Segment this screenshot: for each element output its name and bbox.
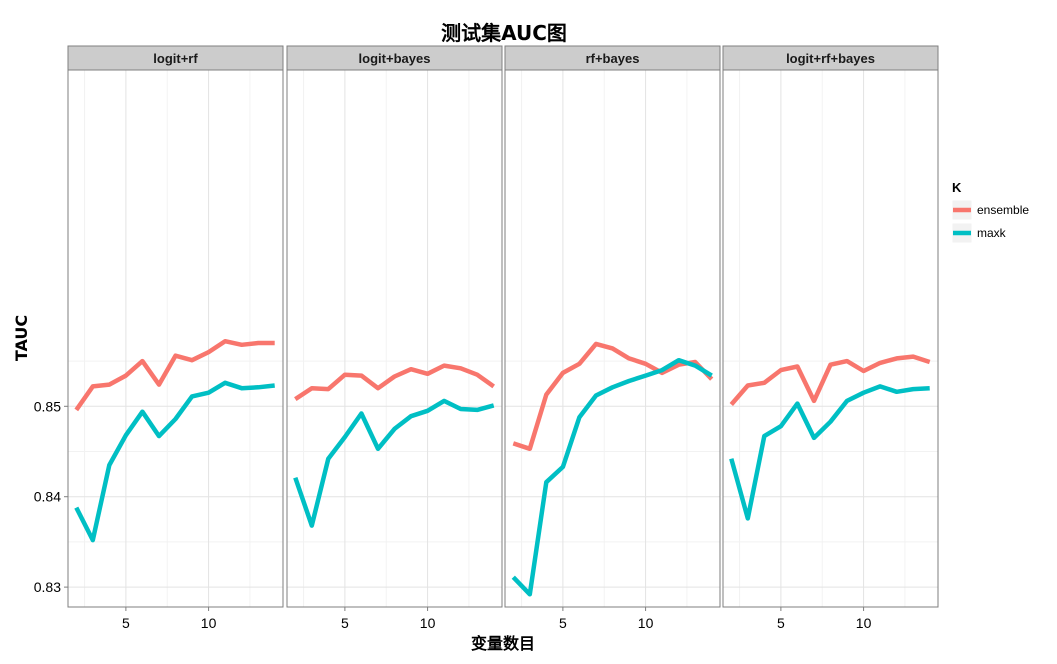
facet-panel: rf+bayes 5 10 <box>504 45 721 631</box>
panel-border <box>504 69 721 608</box>
facet-strip-label: logit+rf <box>153 51 198 66</box>
legend: K ensemble maxk <box>951 180 1029 244</box>
series-line-ensemble <box>512 341 714 452</box>
legend-label: ensemble <box>977 203 1029 217</box>
series-line-ensemble <box>294 363 496 401</box>
facet-panel: logit+bayes 5 10 <box>286 45 503 631</box>
x-tick-label: 10 <box>638 615 654 631</box>
facet-strip-label: logit+bayes <box>359 51 431 66</box>
legend-title: K <box>952 180 962 195</box>
facet-strip <box>722 45 939 71</box>
legend-label: maxk <box>977 226 1007 240</box>
x-tick-label: 5 <box>341 615 349 631</box>
plot-background <box>287 70 502 607</box>
y-tick-label: 0.84 <box>34 489 61 505</box>
facet-panel: logit+rf 5 10 <box>67 45 284 631</box>
panel-border <box>722 69 939 608</box>
panel-border <box>67 69 284 608</box>
series-line-maxk <box>729 384 930 521</box>
x-tick-label: 5 <box>122 615 130 631</box>
legend-entries: ensemble maxk <box>951 199 1029 244</box>
panel-border <box>286 69 503 608</box>
y-axis-ticks: 0.83 0.84 0.85 <box>34 398 68 595</box>
series-line-maxk <box>293 398 495 528</box>
plot-background <box>723 70 938 607</box>
facet-strip-label: rf+bayes <box>586 51 640 66</box>
plot-background <box>505 70 720 607</box>
series-line-ensemble <box>74 338 275 412</box>
plot-background <box>68 70 283 607</box>
x-tick-label: 5 <box>559 615 567 631</box>
y-tick-label: 0.85 <box>34 398 61 414</box>
y-tick-label: 0.83 <box>34 579 61 595</box>
y-axis-title: TAUC <box>12 315 31 361</box>
series-line-maxk <box>511 357 713 597</box>
facet-panel: logit+rf+bayes 5 10 <box>722 45 939 631</box>
chart-title: 测试集AUC图 <box>441 21 567 45</box>
series-line-maxk <box>74 380 275 543</box>
facet-strip-label: logit+rf+bayes <box>786 51 875 66</box>
x-tick-label: 10 <box>201 615 217 631</box>
x-tick-label: 5 <box>777 615 785 631</box>
x-tick-label: 10 <box>856 615 872 631</box>
facet-strip <box>504 45 721 71</box>
series-line-ensemble <box>729 354 931 406</box>
x-tick-label: 10 <box>420 615 436 631</box>
x-axis-title: 变量数目 <box>471 634 535 653</box>
facet-strip <box>67 45 284 71</box>
